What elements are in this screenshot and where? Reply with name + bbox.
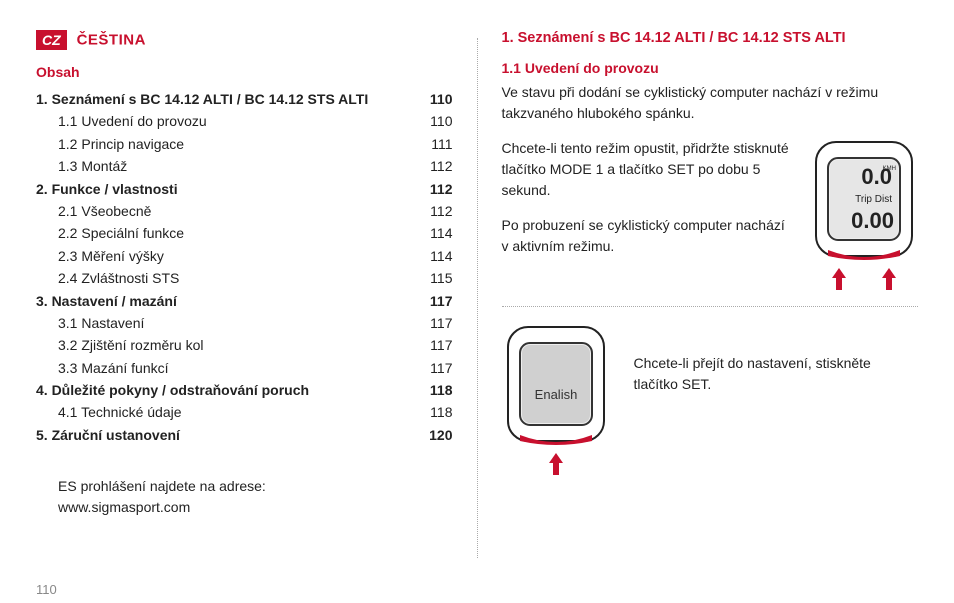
toc-page: 110 — [430, 88, 453, 110]
toc-label: 2.1 Všeobecně — [36, 200, 151, 222]
toc-page: 117 — [430, 290, 453, 312]
svg-text:Trip Dist: Trip Dist — [855, 194, 892, 205]
section-device1: Chcete-li tento režim opustit, přidržte … — [502, 138, 919, 290]
toc-page: 118 — [430, 401, 452, 423]
device1-arrows — [832, 268, 896, 290]
es-line1: ES prohlášení najdete na adrese: — [58, 476, 453, 497]
toc-label: 2.3 Měření výšky — [36, 245, 164, 267]
paragraph-3: Po probuzení se cyklistický computer nac… — [502, 215, 795, 257]
toc-row: 3.2 Zjištění rozměru kol 117 — [36, 334, 453, 356]
toc-page: 117 — [430, 334, 452, 356]
toc-page: 117 — [430, 312, 452, 334]
toc-label: 1. Seznámení s BC 14.12 ALTI / BC 14.12 … — [36, 88, 368, 110]
device2-arrow — [549, 453, 563, 478]
paragraph-4: Chcete-li přejít do nastavení, stiskněte… — [634, 323, 919, 395]
svg-text:Enalish: Enalish — [534, 387, 577, 402]
toc-page: 112 — [430, 178, 453, 200]
horizontal-divider — [502, 306, 919, 307]
toc-label: 1.2 Princip navigace — [36, 133, 184, 155]
toc-label: 3. Nastavení / mazání — [36, 290, 177, 312]
arrow-up-icon — [832, 268, 846, 290]
toc-label: 4.1 Technické údaje — [36, 401, 182, 423]
toc-row: 1.1 Uvedení do provozu 110 — [36, 110, 453, 132]
svg-text:KMH: KMH — [883, 166, 896, 172]
toc-page: 118 — [430, 379, 453, 401]
toc-row: 2.2 Speciální funkce 114 — [36, 222, 453, 244]
toc-label: 1.3 Montáž — [36, 155, 127, 177]
svg-text:0.00: 0.00 — [851, 208, 894, 233]
toc-row: 4. Důležité pokyny / odstraňování poruch… — [36, 379, 453, 401]
toc-page: 112 — [430, 155, 452, 177]
paragraph-1: Ve stavu při dodání se cyklistický compu… — [502, 82, 919, 124]
toc-heading: Obsah — [36, 64, 453, 80]
toc-row: 5. Záruční ustanovení 120 — [36, 424, 453, 446]
paragraph-2: Chcete-li tento režim opustit, přidržte … — [502, 138, 795, 201]
toc-label: 3.3 Mazání funkcí — [36, 357, 169, 379]
toc-row: 2.4 Zvláštnosti STS 115 — [36, 267, 453, 289]
toc-page: 120 — [429, 424, 452, 446]
toc-row: 4.1 Technické údaje 118 — [36, 401, 453, 423]
toc-row: 1. Seznámení s BC 14.12 ALTI / BC 14.12 … — [36, 88, 453, 110]
device2-icon: Enalish — [502, 323, 610, 449]
page-number: 110 — [36, 582, 57, 597]
header-row: CZ ČEŠTINA — [36, 30, 453, 50]
toc-label: 4. Důležité pokyny / odstraňování poruch — [36, 379, 309, 401]
language-badge: CZ — [36, 30, 67, 50]
section-title: 1.1 Uvedení do provozu — [502, 60, 919, 76]
toc-row: 2.1 Všeobecně 112 — [36, 200, 453, 222]
toc-page: 117 — [430, 357, 452, 379]
toc-row: 2. Funkce / vlastnosti 112 — [36, 178, 453, 200]
device1-wrap: 0.0 KMH Trip Dist 0.00 — [810, 138, 918, 290]
toc-row: 1.3 Montáž 112 — [36, 155, 453, 177]
toc-row: 1.2 Princip navigace 111 — [36, 133, 453, 155]
toc-row: 3.1 Nastavení 117 — [36, 312, 453, 334]
device2-wrap: Enalish — [502, 323, 610, 478]
toc-page: 112 — [430, 200, 452, 222]
toc-label: 2. Funkce / vlastnosti — [36, 178, 178, 200]
toc-page: 115 — [430, 267, 452, 289]
toc-label: 5. Záruční ustanovení — [36, 424, 180, 446]
es-line2: www.sigmasport.com — [58, 497, 453, 518]
column-divider — [477, 38, 478, 558]
toc-row: 2.3 Měření výšky 114 — [36, 245, 453, 267]
toc-page: 114 — [430, 222, 452, 244]
toc-label: 2.2 Speciální funkce — [36, 222, 184, 244]
toc-list: 1. Seznámení s BC 14.12 ALTI / BC 14.12 … — [36, 88, 453, 446]
toc-row: 3.3 Mazání funkcí 117 — [36, 357, 453, 379]
device1-icon: 0.0 KMH Trip Dist 0.00 — [810, 138, 918, 264]
toc-page: 110 — [430, 110, 452, 132]
section-device2: Enalish Chcete-li přejít do nastavení, s… — [502, 323, 919, 478]
toc-label: 3.2 Zjištění rozměru kol — [36, 334, 204, 356]
toc-label: 1.1 Uvedení do provozu — [36, 110, 207, 132]
left-column: CZ ČEŠTINA Obsah 1. Seznámení s BC 14.12… — [36, 30, 453, 593]
right-column: 1. Seznámení s BC 14.12 ALTI / BC 14.12 … — [502, 30, 919, 593]
toc-label: 2.4 Zvláštnosti STS — [36, 267, 179, 289]
chapter-title: 1. Seznámení s BC 14.12 ALTI / BC 14.12 … — [502, 30, 919, 46]
toc-row: 3. Nastavení / mazání 117 — [36, 290, 453, 312]
language-title: ČEŠTINA — [77, 32, 146, 49]
es-declaration: ES prohlášení najdete na adrese: www.sig… — [36, 476, 453, 518]
toc-label: 3.1 Nastavení — [36, 312, 144, 334]
arrow-up-icon — [882, 268, 896, 290]
toc-page: 114 — [430, 245, 452, 267]
arrow-up-icon — [549, 453, 563, 475]
toc-page: 111 — [431, 133, 452, 155]
